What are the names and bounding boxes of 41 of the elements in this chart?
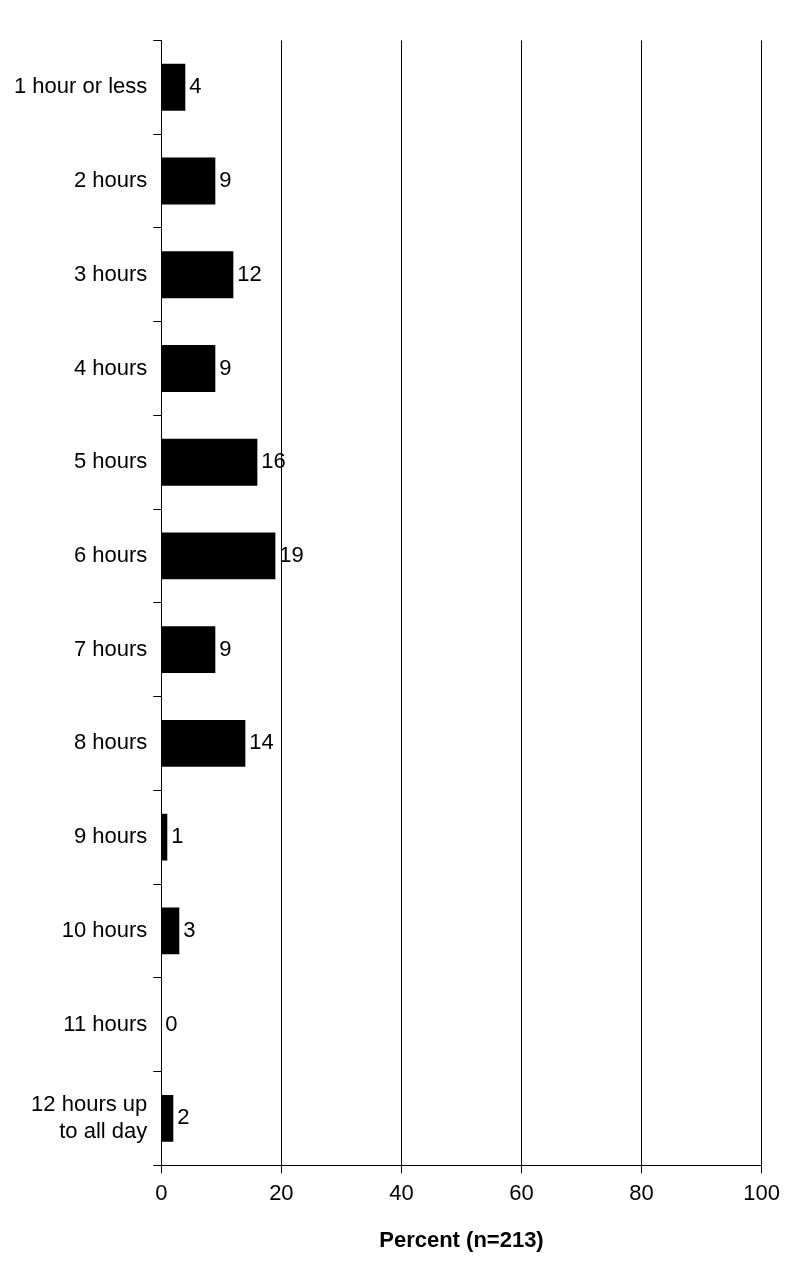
y-tick-label: 4 hours <box>73 354 148 380</box>
y-tick-label: 3 hours <box>73 260 148 286</box>
data-label: 3 <box>183 916 196 942</box>
data-label: 19 <box>279 542 304 567</box>
data-label: 9 <box>219 635 232 661</box>
bar <box>161 1094 174 1142</box>
x-tick-label: 80 <box>629 1180 654 1206</box>
data-label: 14 <box>249 729 274 755</box>
bar <box>161 907 180 955</box>
data-label: 2 <box>177 1104 190 1130</box>
y-tick-label: 8 hours <box>73 729 148 755</box>
bar <box>161 626 216 674</box>
bar <box>161 438 258 486</box>
bar <box>161 532 276 580</box>
x-tick-label: 60 <box>509 1180 534 1206</box>
data-label: 12 <box>237 260 262 286</box>
x-tick-label: 100 <box>743 1180 781 1206</box>
bar <box>161 251 234 299</box>
y-tick-label: 5 hours <box>73 448 148 474</box>
bar <box>161 157 216 205</box>
y-tick-label: 9 hours <box>73 823 148 849</box>
x-axis-title: Percent (n=213) <box>379 1226 544 1252</box>
y-tick-label: 11 hours <box>63 1010 148 1036</box>
y-tick-label: 10 hours <box>61 916 148 942</box>
y-tick-label: 7 hours <box>73 635 148 661</box>
bar <box>161 813 168 861</box>
y-tick-label: 12 hours up to all day <box>31 1091 148 1143</box>
bar <box>161 63 186 111</box>
y-tick-label: 1 hour or less <box>13 73 148 99</box>
y-tick-label: 6 hours <box>73 542 148 567</box>
data-label: 0 <box>165 1010 178 1036</box>
x-tick-label: 0 <box>155 1180 168 1206</box>
bar <box>161 719 246 767</box>
x-tick-label: 20 <box>269 1180 294 1206</box>
data-label: 9 <box>219 354 232 380</box>
bar <box>161 345 216 392</box>
data-label: 9 <box>219 167 232 193</box>
data-label: 1 <box>171 823 184 849</box>
x-tick-label: 40 <box>389 1180 414 1206</box>
data-label: 4 <box>189 73 202 99</box>
y-tick-label: 2 hours <box>73 167 148 193</box>
